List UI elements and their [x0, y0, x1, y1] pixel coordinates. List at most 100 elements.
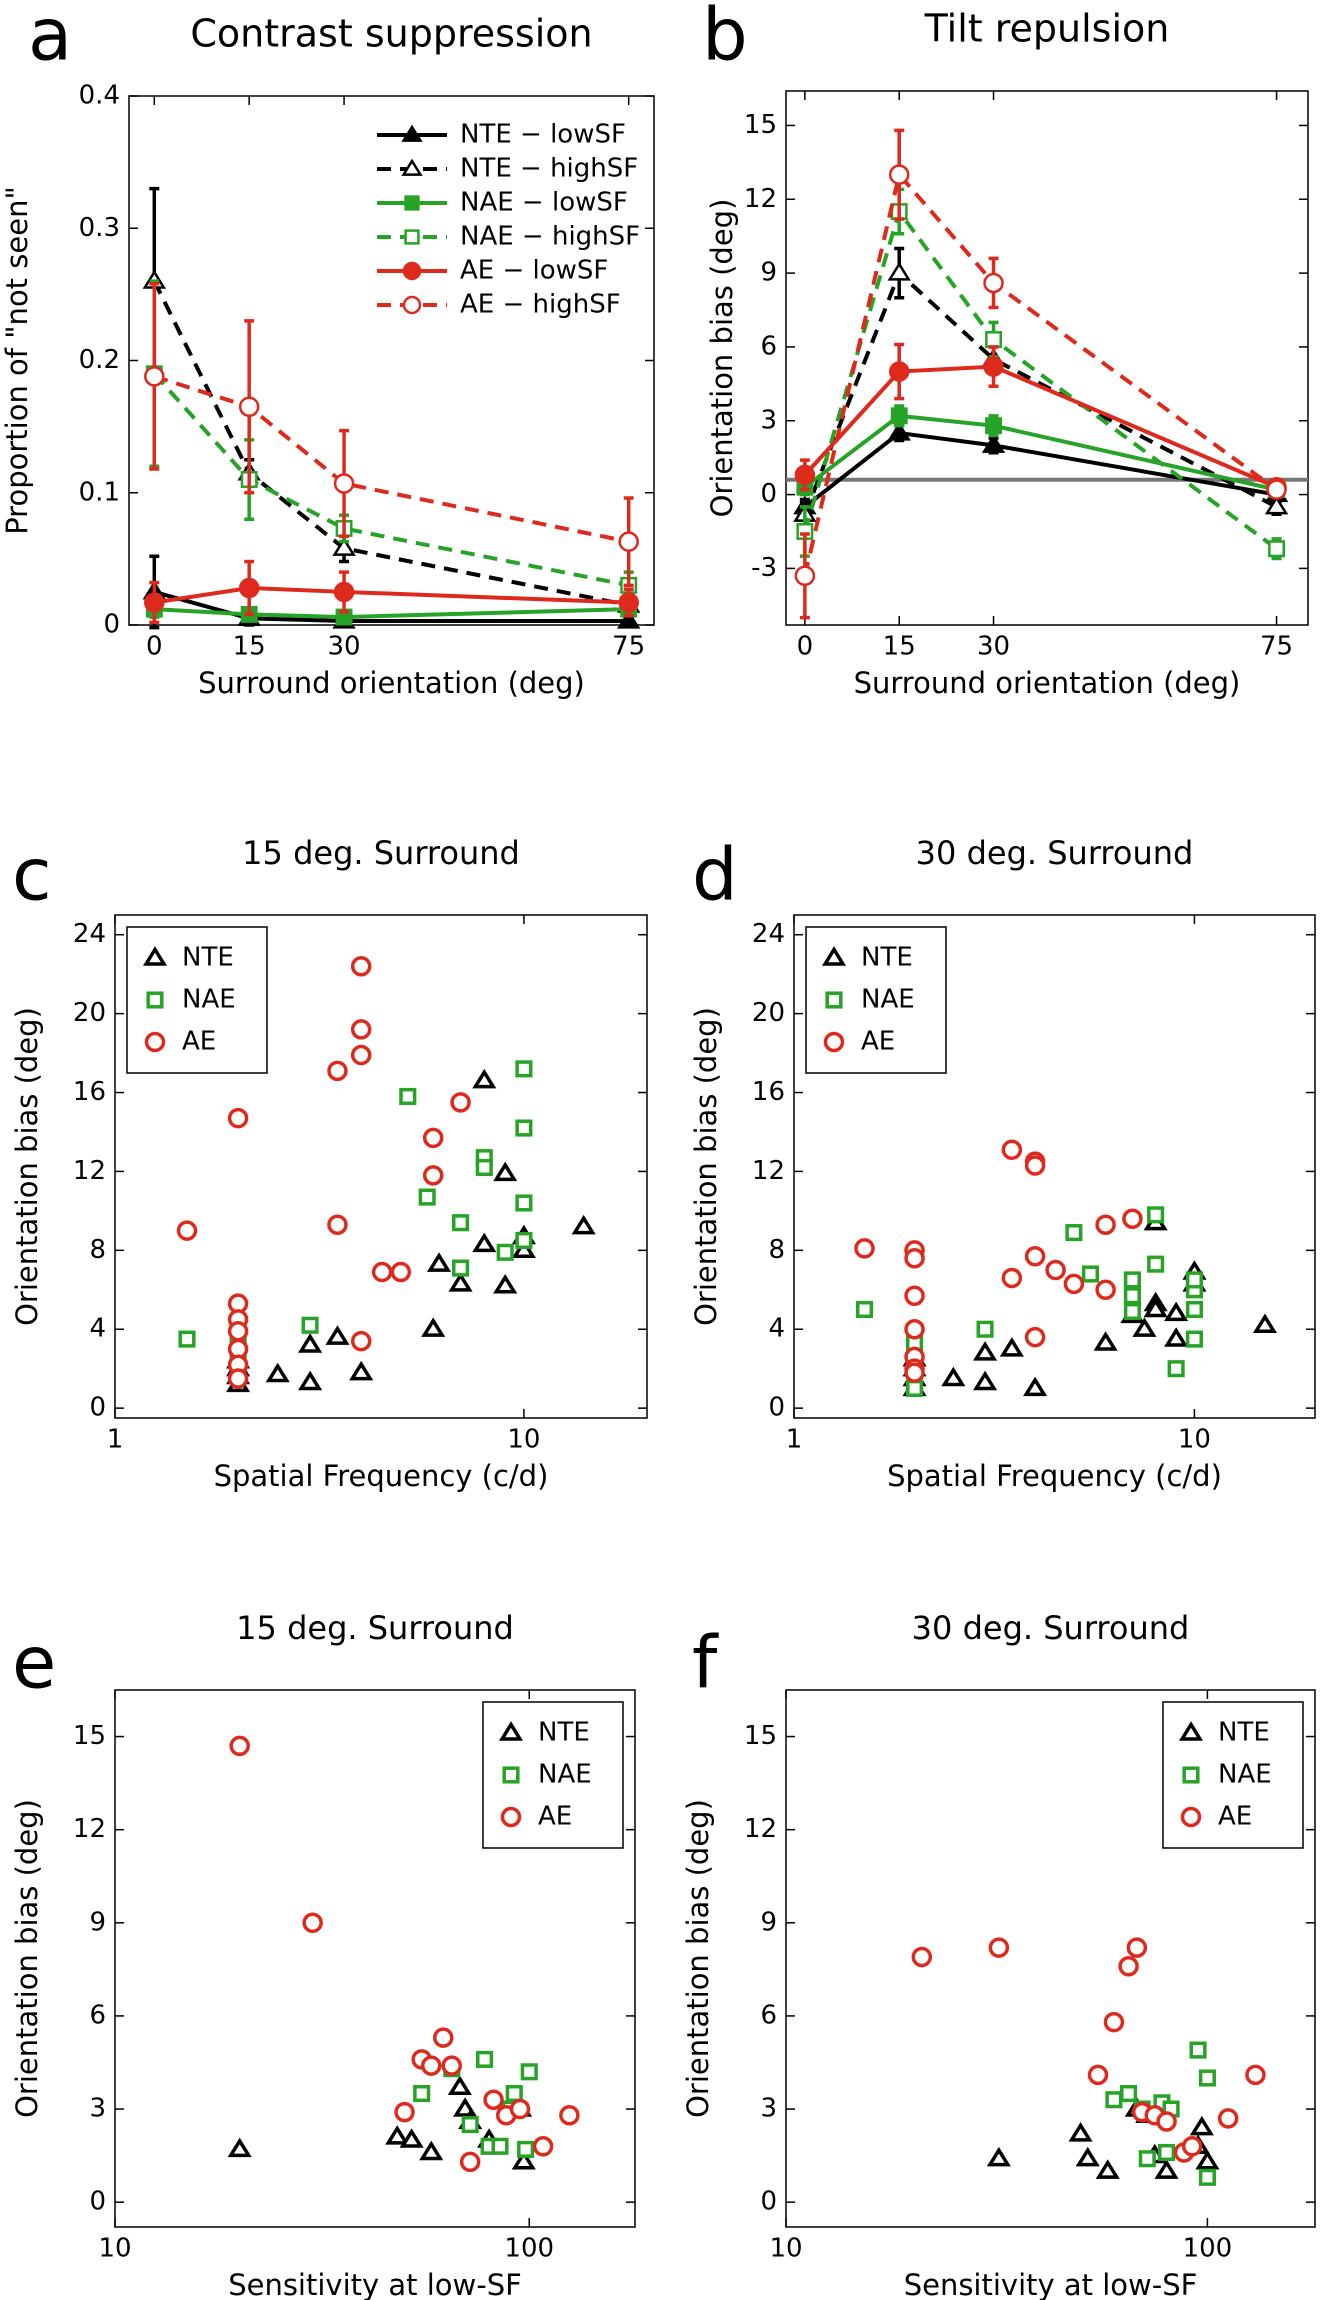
y-tick-label: 0.1: [79, 477, 120, 507]
y-tick-label: 15: [744, 1721, 777, 1751]
series-line: [152, 280, 630, 608]
marker: [825, 991, 843, 1009]
marker: [981, 433, 1006, 453]
marker: [1068, 2122, 1093, 2142]
y-tick-label: 24: [752, 919, 785, 949]
x-tick-label: 0: [146, 632, 163, 662]
marker: [413, 2084, 431, 2103]
legend-label: NTE: [1218, 1718, 1270, 1748]
plot-frame: [785, 1689, 1316, 2228]
x-tick-label: 30: [977, 632, 1010, 662]
marker: [1123, 1271, 1141, 1289]
panel-letter: b: [702, 0, 748, 77]
marker: [178, 1330, 196, 1348]
x-axis-label: Spatial Frequency (c/d): [214, 1459, 549, 1493]
marker: [986, 2146, 1011, 2167]
marker: [821, 946, 847, 966]
marker: [1181, 2136, 1203, 2157]
marker: [496, 1243, 514, 1261]
marker: [142, 946, 168, 966]
legend-label: NAE: [861, 985, 915, 1015]
marker: [1158, 2143, 1176, 2162]
marker: [1189, 2115, 1214, 2136]
series-line: [153, 374, 630, 544]
marker: [904, 1318, 925, 1340]
x-tick-label: 10: [98, 2234, 131, 2264]
marker: [1095, 1214, 1116, 1235]
x-axis-label: Spatial Frequency (c/d): [887, 1459, 1222, 1493]
marker: [999, 1337, 1024, 1357]
panel-letter: d: [692, 833, 738, 917]
marker: [1095, 1279, 1116, 1301]
plot-frame: [114, 914, 648, 1419]
marker: [1143, 1297, 1168, 1318]
marker: [500, 1806, 522, 1828]
marker: [1245, 2064, 1266, 2086]
x-axis-label: Sensitivity at low-SF: [904, 2268, 1198, 2300]
legend-label: NTE: [538, 1718, 590, 1748]
panel-letter: c: [12, 833, 52, 917]
y-tick-label: 0: [89, 2187, 106, 2217]
marker: [327, 1214, 348, 1235]
marker: [1164, 1327, 1189, 1347]
legend-label: NTE: [861, 943, 913, 973]
marker: [421, 2055, 442, 2076]
x-tick-label: 10: [769, 2234, 802, 2264]
marker: [904, 1285, 925, 1306]
y-tick-label: 9: [760, 258, 777, 288]
y-tick-label: 20: [752, 998, 785, 1028]
legend-label: NAE: [538, 1760, 592, 1790]
y-axis-label: Orientation bias (deg): [681, 1799, 715, 2118]
marker: [1024, 1326, 1046, 1348]
series-line: [154, 607, 629, 620]
marker: [1024, 1246, 1046, 1267]
y-tick-label: 3: [89, 2094, 106, 2124]
marker: [515, 1119, 533, 1137]
y-axis-label: Orientation bias (deg): [689, 1007, 723, 1326]
marker: [618, 592, 639, 613]
y-tick-label: 12: [752, 1156, 785, 1186]
panel-letter: e: [12, 1621, 56, 1705]
marker: [1138, 2150, 1156, 2168]
marker: [418, 1188, 436, 1206]
marker: [1195, 2149, 1220, 2170]
legend-label: NAE: [1218, 1760, 1272, 1790]
marker: [1095, 2159, 1120, 2179]
series-line: [802, 170, 1278, 577]
marker: [1198, 2168, 1216, 2186]
y-tick-label: 12: [73, 1156, 106, 1186]
x-tick-label: 75: [612, 632, 645, 662]
marker: [1118, 1956, 1139, 1977]
marker: [1103, 2011, 1125, 2033]
marker: [888, 164, 910, 185]
marker: [452, 1259, 470, 1277]
marker: [976, 1320, 994, 1338]
marker: [888, 361, 910, 382]
marker: [1147, 1206, 1165, 1224]
marker: [404, 195, 420, 211]
legend-label: NAE − highSF: [460, 222, 640, 252]
marker: [983, 272, 1004, 294]
y-tick-label: 0.3: [79, 213, 120, 243]
marker: [498, 1721, 524, 1741]
y-tick-label: 0: [103, 610, 120, 640]
marker: [1120, 2084, 1138, 2103]
y-tick-label: 9: [760, 1907, 777, 1937]
legend-label: NTE − highSF: [460, 154, 638, 184]
marker: [904, 1362, 925, 1383]
marker: [1156, 2111, 1177, 2132]
marker: [515, 1194, 533, 1212]
marker: [144, 1031, 166, 1053]
x-axis-label: Sensitivity at low-SF: [228, 2268, 522, 2300]
marker: [823, 1031, 845, 1053]
y-tick-label: 4: [89, 1314, 106, 1344]
legend-label: AE − highSF: [460, 290, 621, 320]
plot-frame: [785, 90, 1309, 626]
legend-label: AE: [1218, 1802, 1252, 1832]
marker: [1075, 2146, 1100, 2167]
y-axis-label: Orientation bias (deg): [10, 1007, 44, 1326]
marker: [227, 1107, 249, 1129]
marker: [265, 1362, 290, 1383]
marker: [238, 396, 260, 418]
